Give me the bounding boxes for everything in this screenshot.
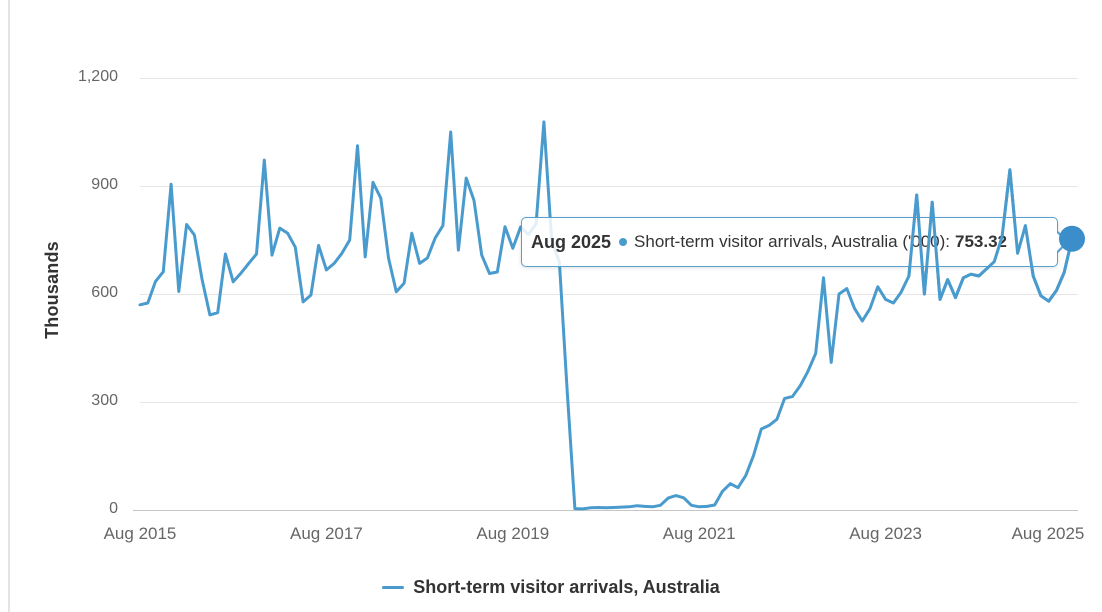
x-tick-label: Aug 2025 (1011, 524, 1085, 543)
x-tick-label: Aug 2017 (289, 524, 363, 543)
tooltip-series-label: Short-term visitor arrivals, Australia (… (634, 232, 950, 251)
x-tick-label: Aug 2015 (103, 524, 177, 543)
y-tick-label: 900 (91, 176, 118, 193)
legend: Short-term visitor arrivals, Australia (0, 574, 1102, 600)
y-tick-label: 1,200 (77, 68, 118, 85)
x-tick-label: Aug 2019 (476, 524, 550, 543)
tooltip-value: 753.32 (955, 232, 1007, 251)
tooltip: Aug 2025 Short-term visitor arrivals, Au… (521, 217, 1069, 267)
legend-line-swatch-icon (382, 585, 405, 589)
legend-label: Short-term visitor arrivals, Australia (413, 576, 720, 597)
y-tick-label: 0 (109, 500, 118, 517)
series-line-recent[interactable] (907, 168, 1074, 303)
hovered-point-marker[interactable] (1059, 225, 1085, 252)
tooltip-period: Aug 2025 (531, 231, 612, 252)
page-left-border (8, 0, 10, 612)
y-tick-label: 300 (91, 392, 118, 409)
legend-item-arrivals[interactable]: Short-term visitor arrivals, Australia (382, 576, 720, 598)
series-bullet-icon (619, 238, 628, 246)
x-tick-label: Aug 2023 (849, 524, 922, 543)
y-tick-label: 600 (91, 284, 118, 301)
x-tick-label: Aug 2021 (662, 524, 736, 543)
